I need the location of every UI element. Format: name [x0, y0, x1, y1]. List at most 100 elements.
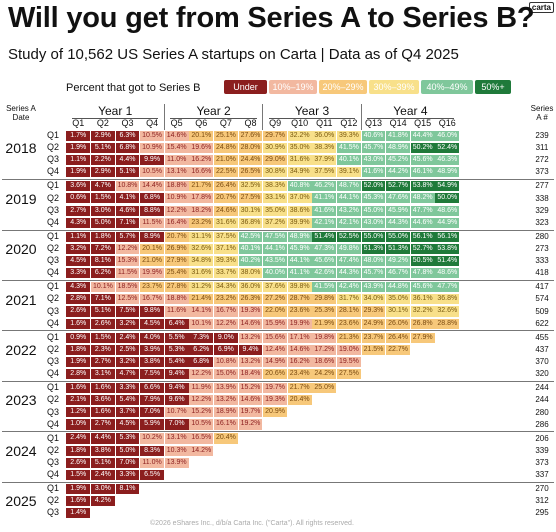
heatmap-cell: 32.5% — [238, 181, 263, 192]
heatmap-cell: 27.9% — [410, 332, 435, 343]
row-quarter-label: Q3 — [46, 154, 59, 165]
heatmap-cell: 29.0% — [263, 155, 287, 166]
heatmap-cell: 2.2% — [91, 155, 115, 166]
heatmap-cell: 10.8% — [214, 356, 238, 367]
heatmap-cell: 5.0% — [115, 445, 140, 456]
heatmap-cell: 13.1% — [164, 433, 189, 444]
heatmap-cell: 17.1% — [287, 332, 312, 343]
heatmap-cell: 21.9% — [312, 318, 337, 329]
heatmap-cell: 38.3% — [263, 181, 287, 192]
heatmap-cell: 19.2% — [238, 419, 263, 430]
heatmap-cell: 7.5% — [140, 369, 164, 380]
heatmap-cell: 52.7% — [410, 243, 435, 254]
heatmap-cell: 32.2% — [410, 306, 435, 317]
heatmap-cell: 18.5% — [115, 282, 140, 293]
row-quarter-label: Q1 — [46, 382, 59, 393]
heatmap-cell: 13.9% — [164, 457, 189, 468]
heatmap-cell: 36.0% — [238, 282, 263, 293]
heatmap-cell: 44.4% — [410, 130, 435, 141]
heatmap-cell: 2.9% — [91, 130, 115, 141]
heatmap-cell: 43.5% — [263, 256, 287, 267]
heatmap-cell: 18.2% — [189, 205, 214, 216]
row-quarter-label: Q2 — [46, 293, 59, 304]
heatmap-cell: 6.2% — [189, 344, 214, 355]
heatmap-cell: 5.1% — [91, 306, 115, 317]
heatmap-cell: 31.6% — [287, 155, 312, 166]
heatmap-cell: 15.4% — [164, 142, 189, 154]
heatmap-cell: 4.1% — [115, 193, 140, 204]
row-quarter-label: Q4 — [46, 469, 59, 480]
heatmap-cell: 37.2% — [263, 217, 287, 228]
heatmap-cell: 28.1% — [337, 306, 361, 317]
heatmap-cell: 36.8% — [238, 217, 263, 228]
heatmap-cell: 19.0% — [337, 344, 361, 355]
heatmap-cell: 41.1% — [312, 193, 337, 204]
heatmap-cell: 21.0% — [140, 256, 164, 267]
heatmap-cell: 45.6% — [410, 282, 435, 293]
column-header: Q9 — [269, 118, 282, 128]
year-header-underline — [170, 118, 257, 119]
heatmap-cell: 45.2% — [386, 155, 410, 166]
heatmap-cell: 31.2% — [189, 282, 214, 293]
heatmap-cell: 1.6% — [91, 407, 115, 418]
row-quarter-label: Q4 — [46, 267, 59, 278]
heatmap-cell: 55.0% — [361, 231, 386, 242]
heatmap-cell: 21.4% — [189, 294, 214, 305]
heatmap-cell: 3.9% — [140, 344, 164, 355]
heatmap-cell: 44.2% — [386, 167, 410, 178]
heatmap-cell: 23.2% — [214, 294, 238, 305]
heatmap-cell: 52.0% — [361, 181, 386, 192]
heatmap-cell: 44.8% — [386, 282, 410, 293]
heatmap-cell: 33.7% — [214, 268, 238, 279]
heatmap-cell: 38.0% — [238, 268, 263, 279]
heatmap-cell: 17.8% — [189, 193, 214, 204]
heatmap-cell: 3.3% — [115, 383, 140, 394]
heatmap-cell: 5.5% — [164, 332, 189, 343]
row-quarter-label: Q4 — [46, 166, 59, 177]
heatmap-cell: 1.9% — [66, 483, 91, 494]
heatmap-cell: 18.4% — [238, 369, 263, 380]
heatmap-cell: 9.6% — [164, 395, 189, 406]
heatmap-cell: 10.1% — [91, 282, 115, 293]
heatmap-cell: 3.6% — [66, 181, 91, 192]
row-quarter-label: Q1 — [46, 483, 59, 494]
heatmap-cell: 47.5% — [263, 231, 287, 242]
heatmap-cell: 21.0% — [214, 155, 238, 166]
heatmap-cell: 3.2% — [115, 318, 140, 329]
heatmap-cell: 16.2% — [287, 356, 312, 367]
heatmap-cell: 48.6% — [435, 268, 460, 279]
heatmap-cell: 17.2% — [312, 344, 337, 355]
heatmap-cell: 10.8% — [115, 181, 140, 192]
year-header: Year 3 — [294, 104, 330, 118]
heatmap-cell: 41.5% — [312, 282, 337, 293]
row-year-label: 2022 — [5, 342, 37, 358]
heatmap-cell: 20.4% — [287, 395, 312, 406]
heatmap-cell: 5.1% — [115, 167, 140, 178]
row-series-a-count: 311 — [535, 143, 549, 153]
heatmap-cell: 49.2% — [386, 256, 410, 267]
column-header: Q4 — [146, 118, 159, 128]
heatmap-cell: 19.8% — [312, 332, 337, 343]
heatmap-cell: 37.9% — [312, 155, 337, 166]
heatmap-cell: 1.8% — [66, 445, 91, 456]
heatmap-cell: 1.9% — [66, 356, 91, 367]
heatmap-cell: 11.5% — [140, 217, 164, 228]
heatmap-cell: 10.3% — [164, 445, 189, 456]
heatmap-cell: 16.6% — [189, 167, 214, 178]
row-series-a-count: 273 — [535, 244, 549, 254]
heatmap-cell: 22.7% — [386, 344, 410, 355]
heatmap-cell: 1.1% — [66, 231, 91, 242]
heatmap-cell: 1.4% — [66, 508, 91, 519]
heatmap-cell: 50.0% — [435, 193, 460, 204]
heatmap-cell: 19.9% — [287, 318, 312, 329]
column-header: Q8 — [244, 118, 257, 128]
legend-title: Percent that got to Series B — [66, 82, 201, 94]
row-series-a-count: 295 — [535, 508, 549, 518]
legend-item: 30%–39% — [369, 80, 419, 94]
year-header-underline — [367, 118, 454, 119]
year-divider — [2, 431, 554, 433]
heatmap-cell: 20.4% — [214, 433, 238, 444]
heatmap-cell: 13.2% — [238, 356, 263, 367]
heatmap-cell: 26.3% — [238, 294, 263, 305]
heatmap-cell: 19.6% — [189, 142, 214, 154]
